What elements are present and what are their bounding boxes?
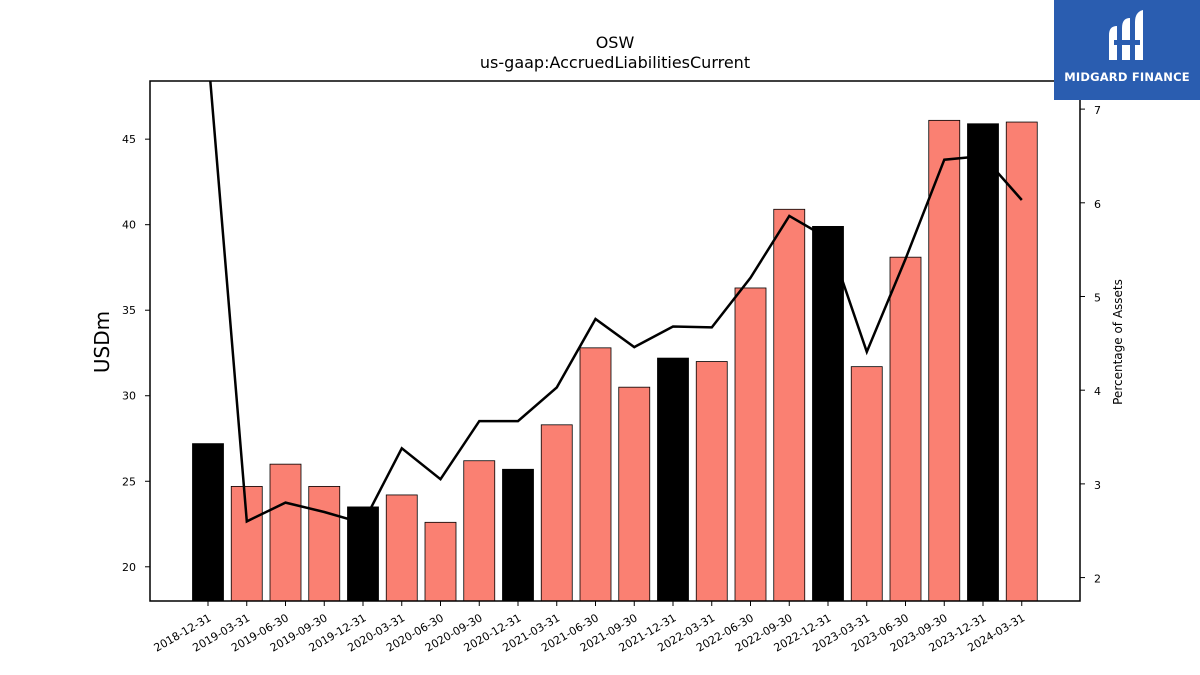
- y-axis-label-right: Percentage of Assets: [1111, 279, 1125, 405]
- bar-2022-09-30: [773, 208, 806, 602]
- bar-2021-03-31: [540, 424, 573, 602]
- y-tick-label-left-25: 25: [122, 475, 136, 488]
- bar-2018-12-31: [192, 443, 224, 602]
- bar-2021-12-31: [657, 357, 689, 602]
- bar-2020-03-31: [385, 494, 418, 602]
- y-tick-label-right-7: 7: [1094, 104, 1101, 117]
- bar-2020-09-30: [463, 460, 496, 602]
- y-axis-label-left: USDm: [90, 311, 114, 373]
- logo-text: MIDGARD FINANCE: [1064, 70, 1190, 84]
- bar-2023-06-30: [889, 256, 922, 602]
- y-tick-label-left-35: 35: [122, 304, 136, 317]
- chart-title: OSW: [596, 33, 635, 52]
- bar-2019-03-31: [230, 485, 263, 602]
- bar-2019-06-30: [269, 463, 302, 602]
- y-tick-label-right-6: 6: [1094, 198, 1101, 211]
- percentage-line: [209, 81, 1023, 525]
- y-tick-label-right-2: 2: [1094, 573, 1101, 586]
- bar-2023-12-31: [967, 123, 999, 602]
- chart-subtitle: us-gaap:AccruedLiabilitiesCurrent: [480, 53, 750, 72]
- bar-2021-09-30: [618, 386, 651, 602]
- midgard-logo-icon: [1109, 10, 1143, 60]
- bar-2022-12-31: [812, 225, 844, 602]
- y-tick-label-right-3: 3: [1094, 479, 1101, 492]
- plot-frame: [149, 80, 1081, 602]
- bar-2024-03-31: [1005, 121, 1038, 602]
- bar-2020-06-30: [424, 521, 457, 602]
- y-tick-label-right-5: 5: [1094, 291, 1101, 304]
- y-tick-label-left-45: 45: [122, 133, 136, 146]
- y-tick-label-left-30: 30: [122, 390, 136, 403]
- plot-area: 2025303540452345672018-12-312019-03-3120…: [122, 80, 1101, 655]
- y-tick-label-left-20: 20: [122, 561, 136, 574]
- bar-2023-09-30: [928, 119, 961, 602]
- bar-2019-09-30: [308, 485, 341, 602]
- bar-2023-03-31: [850, 366, 883, 602]
- y-tick-label-left-40: 40: [122, 219, 136, 232]
- bar-2021-06-30: [579, 347, 612, 602]
- bar-2020-12-31: [502, 468, 534, 602]
- y-tick-label-right-4: 4: [1094, 385, 1101, 398]
- bar-2022-03-31: [695, 361, 728, 602]
- midgard-finance-logo: MIDGARD FINANCE: [1054, 0, 1200, 100]
- bar-2022-06-30: [734, 287, 767, 602]
